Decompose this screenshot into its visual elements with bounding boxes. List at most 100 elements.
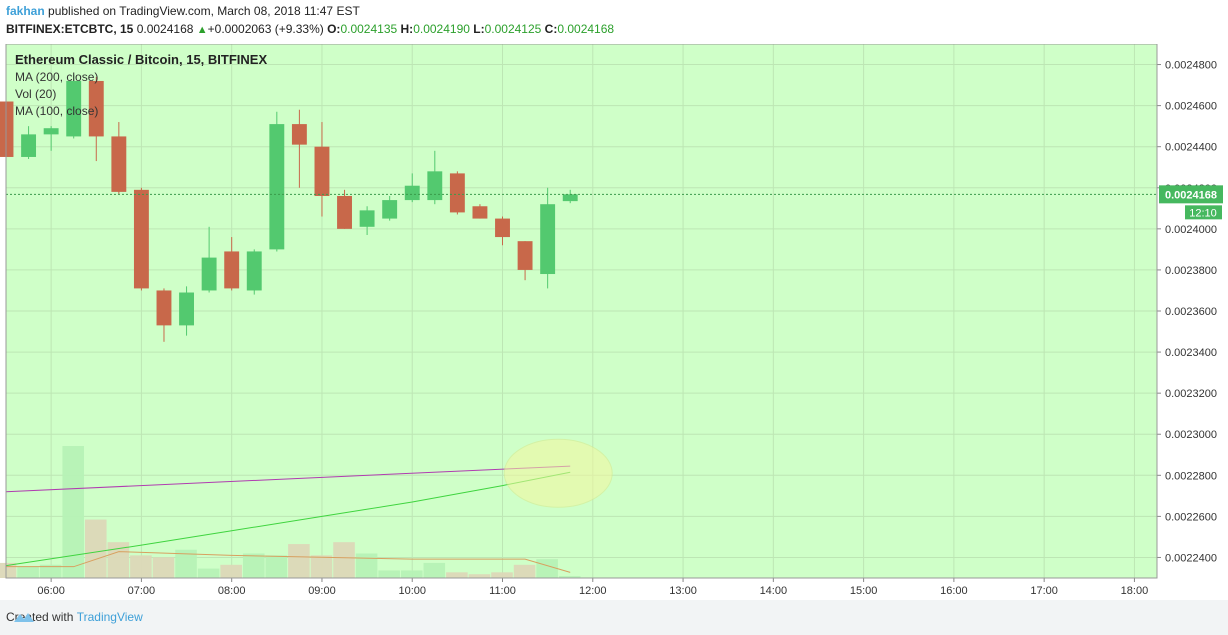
y-tick-label: 0.0024600 — [1165, 101, 1217, 113]
x-tick-label: 14:00 — [760, 585, 788, 597]
volume-bar — [197, 568, 220, 578]
x-tick-label: 09:00 — [308, 585, 336, 597]
y-tick-label: 0.0022400 — [1165, 552, 1217, 564]
volume-bar — [310, 555, 333, 578]
tradingview-logo-icon — [14, 613, 34, 622]
candle-up — [246, 251, 262, 291]
published-text: published on TradingView.com, March 08, … — [48, 4, 360, 18]
price-badge-label: 0.0024168 — [1165, 189, 1217, 201]
volume-bar — [39, 564, 62, 578]
volume-bar — [84, 519, 107, 578]
volume-bar — [62, 446, 84, 578]
publish-line: fakhan published on TradingView.com, Mar… — [6, 4, 360, 18]
legend-ma100: MA (100, close) — [15, 104, 98, 118]
volume-bar — [513, 564, 536, 578]
volume-bar — [536, 559, 558, 578]
volume-bar — [242, 553, 265, 578]
candle-up — [359, 210, 375, 227]
volume-bar — [491, 572, 513, 578]
ohlc-line: BITFINEX:ETCBTC, 15 0.0024168 ▲+0.000206… — [6, 22, 614, 36]
candle-down — [314, 146, 330, 196]
candle-down — [449, 173, 465, 213]
x-tick-label: 16:00 — [940, 585, 968, 597]
candle-down — [224, 251, 240, 289]
x-tick-label: 10:00 — [398, 585, 426, 597]
tradingview-link[interactable]: TradingView — [76, 610, 143, 624]
high-value: 0.0024190 — [413, 22, 470, 36]
volume-bar — [558, 576, 581, 578]
volume-ma-line — [6, 551, 571, 573]
x-tick-label: 06:00 — [37, 585, 65, 597]
y-tick-label: 0.0023400 — [1165, 347, 1217, 359]
candle-down — [495, 218, 510, 238]
open-label: O: — [327, 22, 341, 36]
chart-container[interactable]: 0.0022400 0.0022600 0.0022800 0.0023000 0.00… — [0, 44, 1228, 600]
low-label: L: — [473, 22, 485, 36]
x-tick-label: 15:00 — [850, 585, 878, 597]
legend-ma200: MA (200, close) — [15, 70, 98, 84]
y-tick-label: 0.0023600 — [1165, 306, 1217, 318]
close-label: C: — [544, 22, 558, 36]
candle-up — [179, 292, 194, 326]
volume-bar — [265, 555, 288, 578]
candle-down — [0, 101, 14, 157]
y-tick-label: 0.0024000 — [1165, 224, 1217, 236]
low-value: 0.0024125 — [484, 22, 542, 36]
candle-down — [472, 206, 488, 219]
highlight-ellipse — [503, 438, 613, 508]
time-badge-label: 12:10 — [1189, 207, 1217, 219]
volume-bar — [130, 555, 152, 578]
candle-up — [562, 194, 578, 202]
x-tick-label: 13:00 — [669, 585, 697, 597]
volume-bar — [152, 557, 175, 578]
legend-volume: Vol (20) — [15, 87, 56, 101]
up-arrow-icon: ▲ — [196, 24, 208, 36]
volume-bar — [400, 570, 423, 578]
x-tick-label: 12:00 — [579, 585, 607, 597]
volume-bar — [107, 542, 130, 578]
author-link[interactable]: fakhan — [6, 4, 45, 18]
y-tick-label: 0.0024800 — [1165, 60, 1217, 72]
x-tick-label: 18:00 — [1121, 585, 1149, 597]
candlestick-chart[interactable]: 0.0022400 0.0022600 0.0022800 0.0023000 0.00… — [0, 44, 1228, 600]
y-tick-label: 0.0022600 — [1165, 511, 1217, 523]
candle-down — [133, 189, 149, 289]
open-value: 0.0024135 — [340, 22, 398, 36]
volume-bar — [288, 544, 310, 578]
candle-down — [517, 241, 533, 270]
ma200-line — [5, 465, 571, 493]
candle-down — [111, 136, 127, 192]
candle-up — [66, 80, 82, 137]
footer: Created with TradingView — [6, 610, 143, 624]
ma100-line — [5, 471, 571, 567]
candle-up — [427, 171, 443, 201]
candle-down — [156, 290, 172, 326]
close-value: 0.0024168 — [557, 22, 615, 36]
price-badge — [1159, 185, 1223, 204]
volume-bar — [468, 574, 491, 578]
chart-header: fakhan published on TradingView.com, Mar… — [0, 0, 1228, 44]
volume-bar — [220, 564, 242, 578]
candle-down — [337, 195, 352, 229]
plot-border — [5, 44, 1158, 579]
y-tick-label: 0.0023800 — [1165, 265, 1217, 277]
candle-down — [88, 80, 104, 137]
x-tick-label: 08:00 — [218, 585, 246, 597]
y-tick-label: 0.0023200 — [1165, 388, 1217, 400]
y-tick-label: 0.0022800 — [1165, 470, 1217, 482]
time-badge — [1185, 205, 1222, 220]
high-label: H: — [400, 22, 414, 36]
candle-up — [21, 134, 37, 157]
volume-bar — [423, 562, 446, 578]
candle-up — [540, 204, 556, 275]
symbol-label: BITFINEX:ETCBTC, 15 — [6, 22, 134, 36]
volume-bar — [175, 549, 197, 578]
last-price: 0.0024168 — [136, 22, 194, 36]
y-tick-label: 0.0024400 — [1165, 142, 1217, 154]
y-tick-label: 0.0023000 — [1165, 429, 1217, 441]
candle-up — [43, 128, 59, 135]
volume-bar — [378, 570, 400, 578]
legend-title: Ethereum Classic / Bitcoin, 15, BITFINEX — [15, 52, 267, 67]
x-tick-label: 11:00 — [489, 585, 516, 597]
candle-up — [269, 124, 285, 250]
